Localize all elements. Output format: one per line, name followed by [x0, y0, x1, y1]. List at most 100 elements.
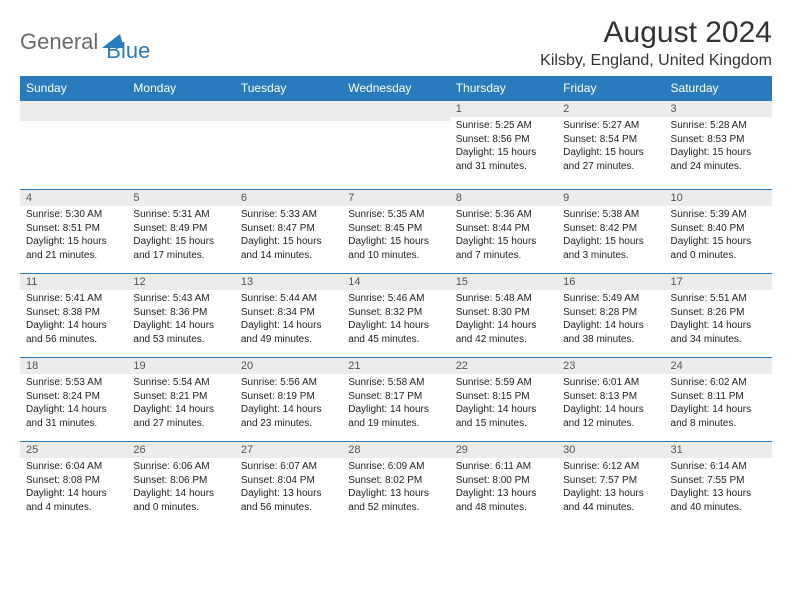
sunset-line: Sunset: 8:26 PM	[671, 306, 766, 320]
sunset-line: Sunset: 8:11 PM	[671, 390, 766, 404]
sunrise-line: Sunrise: 5:51 AM	[671, 292, 766, 306]
day-info: Sunrise: 5:48 AMSunset: 8:30 PMDaylight:…	[450, 290, 557, 352]
day-header: Sunday	[20, 76, 127, 100]
calendar-cell: 24Sunrise: 6:02 AMSunset: 8:11 PMDayligh…	[665, 357, 772, 441]
day-number: 30	[557, 441, 664, 458]
calendar-cell	[342, 100, 449, 189]
sunset-line: Sunset: 8:32 PM	[348, 306, 443, 320]
day-info: Sunrise: 5:25 AMSunset: 8:56 PMDaylight:…	[450, 117, 557, 179]
day-number: 9	[557, 189, 664, 206]
daylight-line: Daylight: 14 hours and 42 minutes.	[456, 319, 551, 346]
calendar-cell: 28Sunrise: 6:09 AMSunset: 8:02 PMDayligh…	[342, 441, 449, 525]
page-title: August 2024	[540, 16, 772, 50]
sunrise-line: Sunrise: 6:07 AM	[241, 460, 336, 474]
sunrise-line: Sunrise: 5:41 AM	[26, 292, 121, 306]
daylight-line: Daylight: 14 hours and 49 minutes.	[241, 319, 336, 346]
day-number: 27	[235, 441, 342, 458]
brand-word-2: Blue	[106, 38, 150, 64]
sunrise-line: Sunrise: 5:38 AM	[563, 208, 658, 222]
sunrise-line: Sunrise: 6:06 AM	[133, 460, 228, 474]
daylight-line: Daylight: 14 hours and 8 minutes.	[671, 403, 766, 430]
day-header: Friday	[557, 76, 664, 100]
daylight-line: Daylight: 14 hours and 34 minutes.	[671, 319, 766, 346]
calendar-cell: 15Sunrise: 5:48 AMSunset: 8:30 PMDayligh…	[450, 273, 557, 357]
day-info: Sunrise: 6:11 AMSunset: 8:00 PMDaylight:…	[450, 458, 557, 520]
sunset-line: Sunset: 8:17 PM	[348, 390, 443, 404]
day-info	[342, 121, 449, 189]
calendar-cell: 23Sunrise: 6:01 AMSunset: 8:13 PMDayligh…	[557, 357, 664, 441]
daylight-line: Daylight: 15 hours and 3 minutes.	[563, 235, 658, 262]
sunset-line: Sunset: 8:30 PM	[456, 306, 551, 320]
sunset-line: Sunset: 8:34 PM	[241, 306, 336, 320]
day-number: 29	[450, 441, 557, 458]
day-number: 19	[127, 357, 234, 374]
daylight-line: Daylight: 13 hours and 52 minutes.	[348, 487, 443, 514]
calendar-cell: 6Sunrise: 5:33 AMSunset: 8:47 PMDaylight…	[235, 189, 342, 273]
calendar-cell	[20, 100, 127, 189]
day-info: Sunrise: 5:53 AMSunset: 8:24 PMDaylight:…	[20, 374, 127, 436]
calendar-week: 4Sunrise: 5:30 AMSunset: 8:51 PMDaylight…	[20, 189, 772, 273]
calendar-cell: 12Sunrise: 5:43 AMSunset: 8:36 PMDayligh…	[127, 273, 234, 357]
sunrise-line: Sunrise: 5:25 AM	[456, 119, 551, 133]
calendar-table: SundayMondayTuesdayWednesdayThursdayFrid…	[20, 76, 772, 525]
daylight-line: Daylight: 13 hours and 40 minutes.	[671, 487, 766, 514]
sunset-line: Sunset: 8:44 PM	[456, 222, 551, 236]
daylight-line: Daylight: 14 hours and 15 minutes.	[456, 403, 551, 430]
sunrise-line: Sunrise: 5:39 AM	[671, 208, 766, 222]
calendar-week: 1Sunrise: 5:25 AMSunset: 8:56 PMDaylight…	[20, 100, 772, 189]
day-info: Sunrise: 5:27 AMSunset: 8:54 PMDaylight:…	[557, 117, 664, 179]
calendar-cell: 4Sunrise: 5:30 AMSunset: 8:51 PMDaylight…	[20, 189, 127, 273]
day-info: Sunrise: 5:33 AMSunset: 8:47 PMDaylight:…	[235, 206, 342, 268]
day-number: 24	[665, 357, 772, 374]
daylight-line: Daylight: 15 hours and 27 minutes.	[563, 146, 658, 173]
calendar-week: 25Sunrise: 6:04 AMSunset: 8:08 PMDayligh…	[20, 441, 772, 525]
day-number: 7	[342, 189, 449, 206]
sunrise-line: Sunrise: 5:27 AM	[563, 119, 658, 133]
sunrise-line: Sunrise: 6:11 AM	[456, 460, 551, 474]
day-number: 6	[235, 189, 342, 206]
day-number: 10	[665, 189, 772, 206]
day-info: Sunrise: 5:28 AMSunset: 8:53 PMDaylight:…	[665, 117, 772, 179]
day-number: 13	[235, 273, 342, 290]
day-number: 3	[665, 100, 772, 117]
sunset-line: Sunset: 8:21 PM	[133, 390, 228, 404]
day-info: Sunrise: 6:07 AMSunset: 8:04 PMDaylight:…	[235, 458, 342, 520]
day-number: 21	[342, 357, 449, 374]
sunrise-line: Sunrise: 5:56 AM	[241, 376, 336, 390]
day-info	[127, 121, 234, 189]
calendar-cell: 27Sunrise: 6:07 AMSunset: 8:04 PMDayligh…	[235, 441, 342, 525]
sunset-line: Sunset: 8:40 PM	[671, 222, 766, 236]
day-number: 11	[20, 273, 127, 290]
sunset-line: Sunset: 7:57 PM	[563, 474, 658, 488]
sunset-line: Sunset: 8:36 PM	[133, 306, 228, 320]
day-header: Wednesday	[342, 76, 449, 100]
location-text: Kilsby, England, United Kingdom	[540, 52, 772, 70]
calendar-cell: 14Sunrise: 5:46 AMSunset: 8:32 PMDayligh…	[342, 273, 449, 357]
day-info: Sunrise: 5:30 AMSunset: 8:51 PMDaylight:…	[20, 206, 127, 268]
sunset-line: Sunset: 8:51 PM	[26, 222, 121, 236]
calendar-head: SundayMondayTuesdayWednesdayThursdayFrid…	[20, 76, 772, 100]
sunrise-line: Sunrise: 6:12 AM	[563, 460, 658, 474]
day-number: 1	[450, 100, 557, 117]
daylight-line: Daylight: 15 hours and 14 minutes.	[241, 235, 336, 262]
daylight-line: Daylight: 15 hours and 31 minutes.	[456, 146, 551, 173]
daylight-line: Daylight: 15 hours and 21 minutes.	[26, 235, 121, 262]
day-info: Sunrise: 5:54 AMSunset: 8:21 PMDaylight:…	[127, 374, 234, 436]
sunrise-line: Sunrise: 5:28 AM	[671, 119, 766, 133]
sunrise-line: Sunrise: 5:30 AM	[26, 208, 121, 222]
day-info: Sunrise: 5:46 AMSunset: 8:32 PMDaylight:…	[342, 290, 449, 352]
day-info: Sunrise: 6:09 AMSunset: 8:02 PMDaylight:…	[342, 458, 449, 520]
day-header: Thursday	[450, 76, 557, 100]
calendar-cell: 20Sunrise: 5:56 AMSunset: 8:19 PMDayligh…	[235, 357, 342, 441]
daylight-line: Daylight: 14 hours and 23 minutes.	[241, 403, 336, 430]
day-number: 2	[557, 100, 664, 117]
sunrise-line: Sunrise: 6:14 AM	[671, 460, 766, 474]
brand-word-1: General	[20, 29, 98, 55]
daylight-line: Daylight: 13 hours and 44 minutes.	[563, 487, 658, 514]
day-info: Sunrise: 5:35 AMSunset: 8:45 PMDaylight:…	[342, 206, 449, 268]
daylight-line: Daylight: 14 hours and 53 minutes.	[133, 319, 228, 346]
sunset-line: Sunset: 8:06 PM	[133, 474, 228, 488]
day-number	[235, 100, 342, 121]
sunset-line: Sunset: 8:24 PM	[26, 390, 121, 404]
day-header: Monday	[127, 76, 234, 100]
